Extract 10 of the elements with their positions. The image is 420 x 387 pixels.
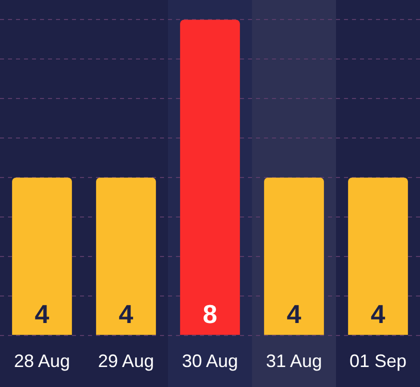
- data-label: 4: [34, 299, 50, 330]
- data-label: 4: [370, 299, 386, 330]
- data-label: 4: [286, 299, 302, 330]
- x-tick-label: 30 Aug: [182, 351, 238, 372]
- x-tick-label: 29 Aug: [98, 351, 154, 372]
- x-tick-label: 31 Aug: [266, 351, 322, 372]
- x-tick-label: 01 Sep: [349, 351, 407, 372]
- data-label: 8: [202, 299, 218, 330]
- x-tick-label: 28 Aug: [14, 351, 70, 372]
- data-label: 4: [118, 299, 134, 330]
